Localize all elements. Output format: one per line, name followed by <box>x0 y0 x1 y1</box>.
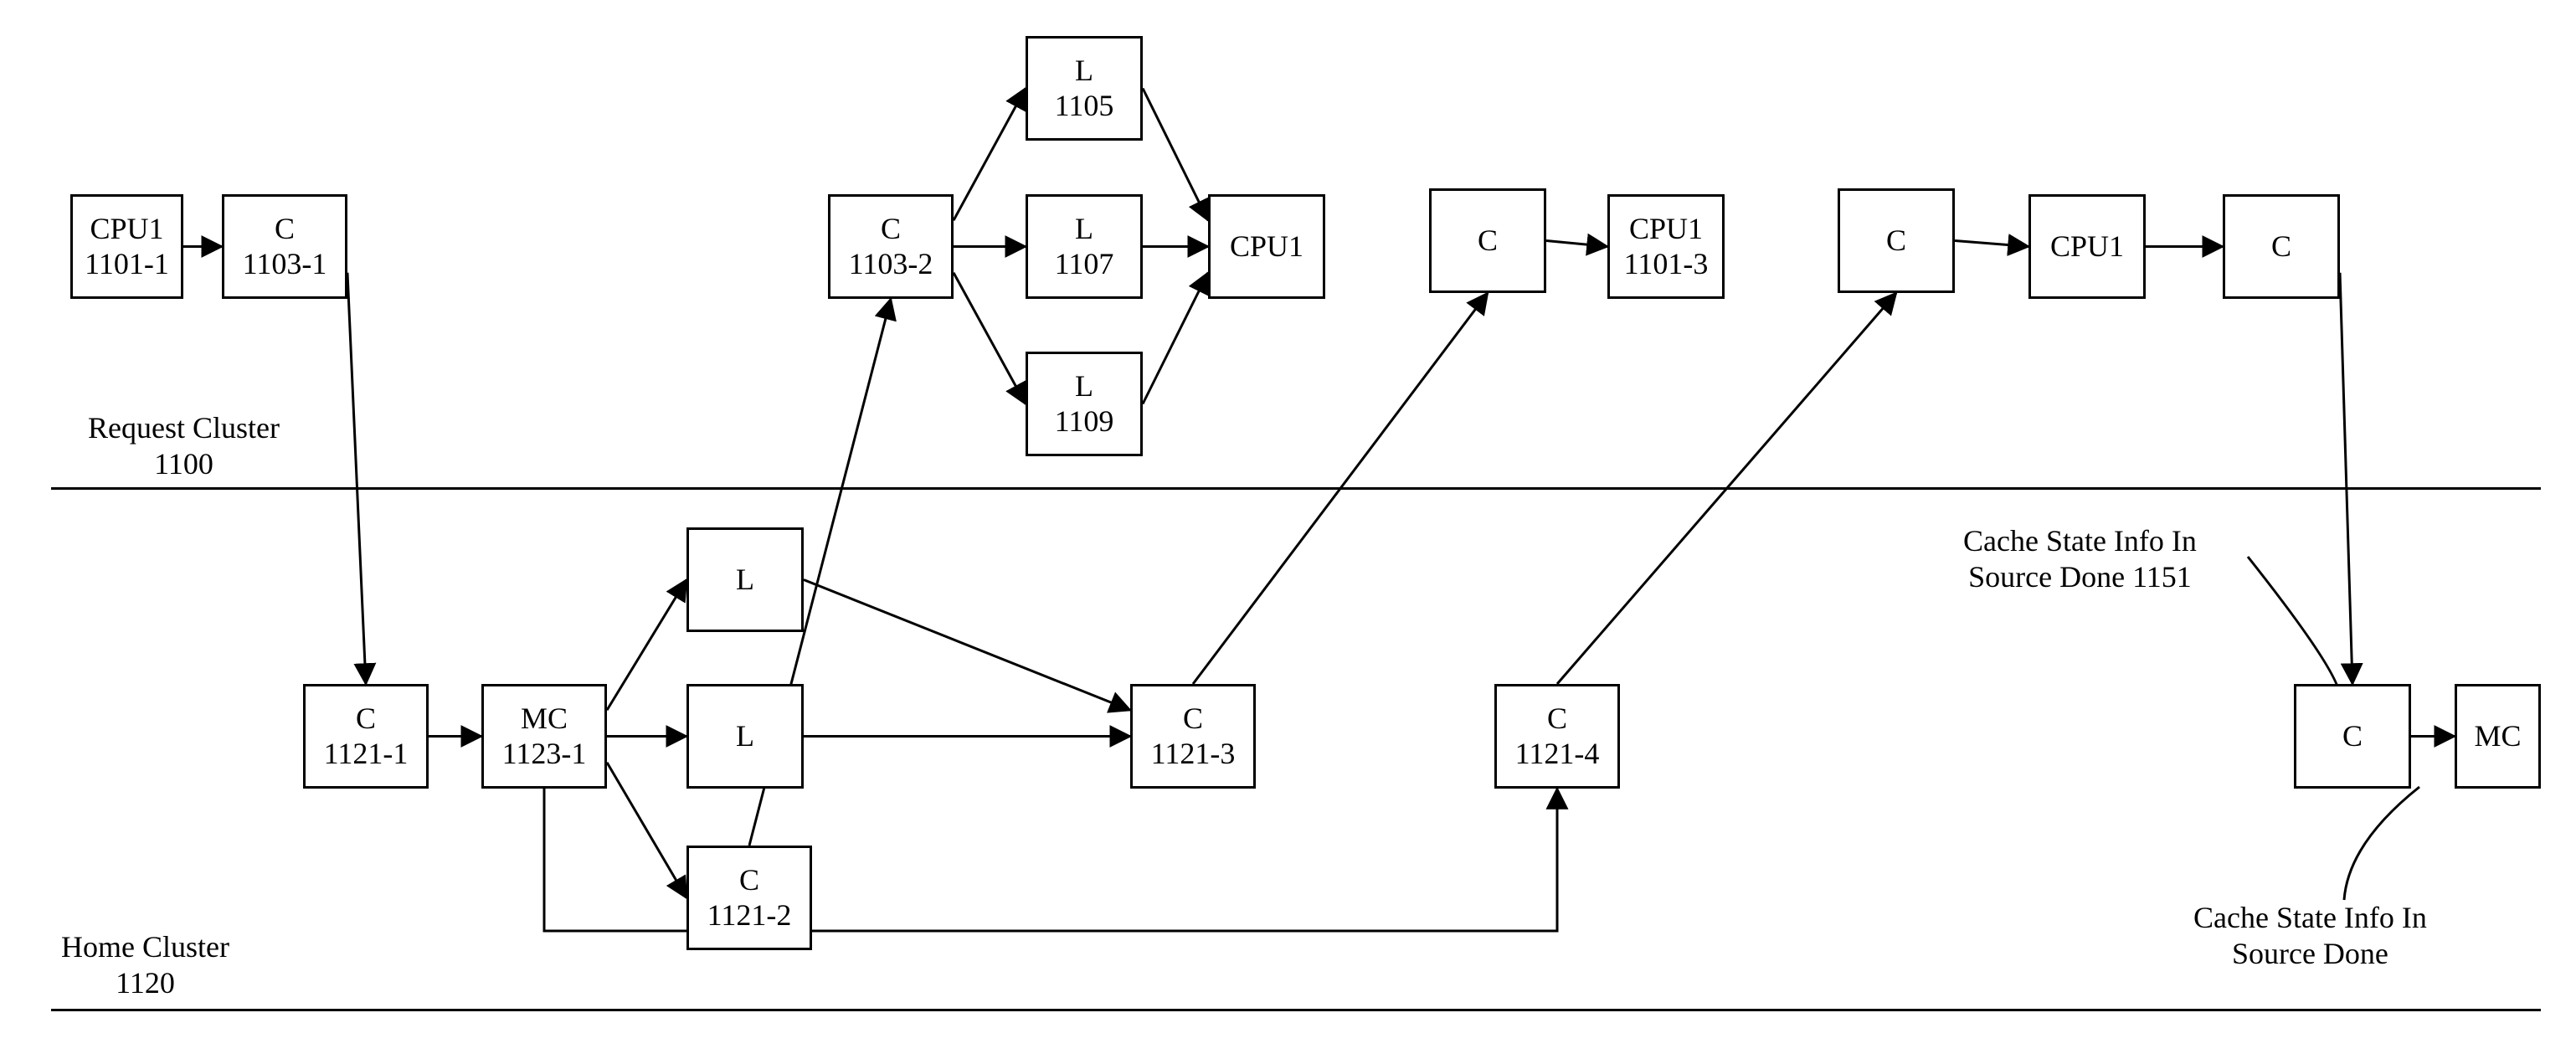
node-c-1121-4: C1121-4 <box>1494 684 1620 789</box>
node-line: C <box>1478 224 1498 258</box>
node-l-1105: L1105 <box>1026 36 1143 141</box>
node-cpu1-a: CPU1 <box>1208 194 1325 299</box>
node-line: L <box>1075 54 1093 88</box>
edge <box>2340 273 2352 684</box>
node-line: C <box>881 212 901 246</box>
node-line: C <box>356 702 376 736</box>
edge <box>1143 89 1208 221</box>
edge <box>954 273 1026 404</box>
edge <box>607 763 686 898</box>
edge <box>1546 241 1607 247</box>
node-line: L <box>736 563 754 597</box>
edge <box>1143 273 1208 404</box>
node-mc-1123-1: MC1123-1 <box>481 684 607 789</box>
node-line: CPU1 <box>1230 229 1303 264</box>
node-cpu1-b: CPU1 <box>2028 194 2146 299</box>
node-line: 1107 <box>1055 247 1114 281</box>
node-line: MC <box>521 702 568 736</box>
label-request-cluster: Request Cluster1100 <box>88 410 280 482</box>
node-line: CPU1 <box>1629 212 1703 246</box>
node-line: 1123-1 <box>502 737 587 771</box>
node-line: C <box>1547 702 1567 736</box>
edge <box>347 273 366 684</box>
node-c-top-3: C <box>2223 194 2340 299</box>
node-l-bot-2: L <box>686 684 804 789</box>
node-line: 1105 <box>1055 89 1114 123</box>
node-line: 1121-3 <box>1151 737 1236 771</box>
edge <box>607 580 686 711</box>
node-line: 1103-2 <box>849 247 933 281</box>
node-line: C <box>739 863 759 897</box>
node-cpu1-1101-3: CPU11101-3 <box>1607 194 1725 299</box>
edge <box>1955 241 2028 247</box>
node-line: MC <box>2474 719 2521 753</box>
node-line: 1121-1 <box>324 737 409 771</box>
node-cpu1-1101-1: CPU11101-1 <box>70 194 183 299</box>
node-line: L <box>1075 369 1093 404</box>
node-line: 1121-2 <box>707 898 792 933</box>
node-line: 1109 <box>1055 404 1114 439</box>
node-c-top-2: C <box>1838 188 1955 293</box>
node-mc-r: MC <box>2455 684 2541 789</box>
divider-home-cluster <box>51 1009 2541 1011</box>
node-l-bot-1: L <box>686 527 804 632</box>
node-l-1109: L1109 <box>1026 352 1143 456</box>
node-line: CPU1 <box>2050 229 2124 264</box>
node-c-1121-1: C1121-1 <box>303 684 429 789</box>
node-c-1103-1: C1103-1 <box>222 194 347 299</box>
node-line: 1121-4 <box>1515 737 1600 771</box>
node-l-1107: L1107 <box>1026 194 1143 299</box>
node-line: 1101-1 <box>85 247 169 281</box>
node-c-1121-2: C1121-2 <box>686 846 812 950</box>
diagram-canvas: Request Cluster1100 Home Cluster1120 Cac… <box>0 0 2576 1059</box>
node-line: CPU1 <box>90 212 163 246</box>
node-line: C <box>1183 702 1203 736</box>
label-home-cluster: Home Cluster1120 <box>61 929 229 1001</box>
node-line: C <box>275 212 295 246</box>
node-c-1121-3: C1121-3 <box>1130 684 1256 789</box>
node-c-1103-2: C1103-2 <box>828 194 954 299</box>
node-line: C <box>1886 224 1906 258</box>
edge <box>804 580 1130 711</box>
node-line: L <box>1075 212 1093 246</box>
annotation-cache-state-bot: Cache State Info InSource Done <box>2193 900 2427 972</box>
annotation-lead <box>2248 557 2340 699</box>
edge <box>954 89 1026 221</box>
annotation-cache-state-top: Cache State Info InSource Done 1151 <box>1963 523 2197 595</box>
node-line: L <box>736 719 754 753</box>
annotation-lead <box>2344 787 2419 900</box>
node-line: 1101-3 <box>1624 247 1709 281</box>
divider-request-cluster <box>51 487 2541 490</box>
node-c-bot-r: C <box>2294 684 2411 789</box>
node-c-top-1: C <box>1429 188 1546 293</box>
node-line: 1103-1 <box>243 247 327 281</box>
node-line: C <box>2342 719 2363 753</box>
node-line: C <box>2271 229 2291 264</box>
